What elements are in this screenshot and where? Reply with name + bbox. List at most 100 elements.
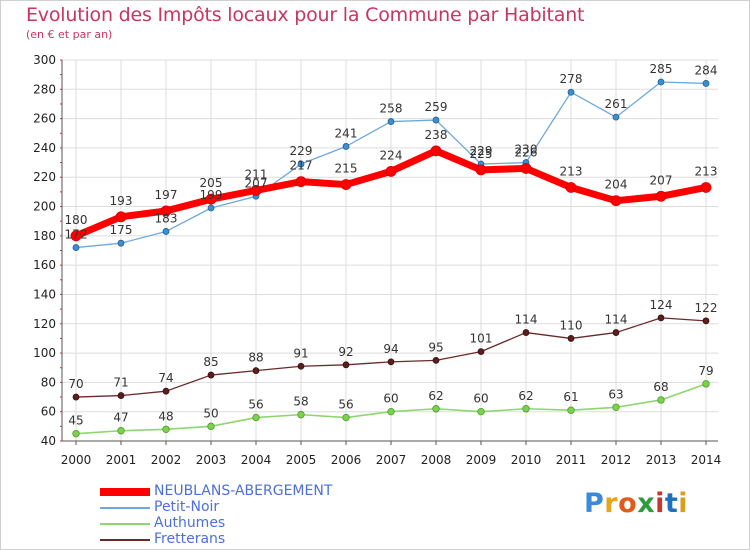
data-label-authumes: 68: [653, 380, 668, 394]
data-label-fretterans: 92: [338, 345, 353, 359]
data-label-authumes: 63: [608, 387, 623, 401]
x-tick-label: 2001: [106, 453, 137, 467]
point-neublans: [700, 182, 712, 193]
data-label-fretterans: 101: [470, 332, 493, 346]
point-authumes: [252, 413, 260, 422]
data-label-authumes: 60: [383, 392, 398, 406]
point-petit-noir: [432, 116, 440, 124]
x-tick-label: 2011: [556, 453, 587, 467]
y-tick-label: 80: [41, 375, 56, 389]
data-label-neublans: 217: [290, 159, 313, 173]
point-neublans: [520, 163, 532, 174]
data-label-authumes: 56: [338, 398, 353, 412]
point-fretterans: [657, 314, 665, 322]
point-fretterans: [117, 392, 125, 399]
y-tick-label: 180: [33, 229, 56, 243]
data-label-authumes: 58: [293, 395, 308, 409]
x-tick-label: 2006: [331, 453, 362, 467]
legend-swatch-authumes: [100, 523, 150, 525]
y-tick-label: 200: [33, 200, 56, 214]
data-label-neublans: 213: [560, 164, 583, 178]
x-tick-label: 2005: [286, 453, 317, 467]
x-tick-label: 2014: [691, 453, 722, 467]
point-fretterans: [342, 361, 350, 369]
data-label-authumes: 50: [203, 406, 218, 420]
point-fretterans: [162, 387, 170, 395]
point-fretterans: [252, 367, 260, 375]
legend-label-fretterans: Fretterans: [154, 531, 226, 547]
point-fretterans: [567, 335, 575, 342]
point-neublans: [340, 179, 352, 190]
data-label-neublans: 225: [470, 147, 493, 161]
data-label-petit-noir: 284: [695, 63, 718, 77]
point-petit-noir: [387, 118, 395, 125]
data-label-fretterans: 88: [248, 351, 263, 365]
data-label-fretterans: 122: [695, 301, 718, 315]
legend-swatch-petit-noir: [100, 507, 150, 509]
point-authumes: [207, 422, 215, 431]
chart-title: Evolution des Impôts locaux pour la Comm…: [26, 4, 585, 26]
point-authumes: [522, 405, 530, 413]
y-tick-label: 60: [41, 405, 56, 419]
point-petit-noir: [72, 244, 80, 251]
x-tick-label: 2009: [466, 453, 497, 467]
legend-label-neublans: NEUBLANS-ABERGEMENT: [154, 483, 333, 499]
data-label-neublans: 205: [200, 176, 223, 190]
point-authumes: [297, 410, 305, 419]
data-label-neublans: 197: [155, 188, 178, 202]
point-neublans: [250, 185, 262, 196]
point-petit-noir: [162, 228, 170, 235]
data-label-authumes: 79: [698, 364, 713, 378]
point-petit-noir: [702, 80, 710, 87]
data-label-petit-noir: 199: [200, 188, 223, 202]
x-tick-label: 2002: [151, 453, 182, 467]
point-fretterans: [612, 329, 620, 336]
logo-letter: P: [584, 488, 605, 519]
data-label-neublans: 213: [695, 164, 718, 178]
data-label-authumes: 47: [113, 411, 128, 425]
point-authumes: [117, 427, 125, 435]
data-label-petit-noir: 172: [65, 228, 88, 242]
y-tick-label: 240: [33, 141, 56, 155]
point-fretterans: [477, 348, 485, 356]
point-neublans: [115, 211, 127, 223]
point-authumes: [477, 407, 485, 416]
y-tick-label: 140: [33, 287, 56, 301]
x-tick-label: 2012: [601, 453, 632, 467]
point-authumes: [432, 405, 440, 413]
point-authumes: [702, 380, 710, 388]
data-label-petit-noir: 183: [155, 211, 178, 225]
point-neublans: [430, 145, 442, 157]
data-label-fretterans: 70: [68, 377, 83, 391]
legend-label-authumes: Authumes: [154, 515, 226, 531]
y-tick-label: 300: [33, 53, 56, 67]
point-fretterans: [207, 371, 215, 379]
data-label-authumes: 60: [473, 392, 488, 406]
point-neublans: [160, 205, 172, 217]
data-label-fretterans: 110: [560, 318, 583, 332]
data-label-neublans: 180: [65, 213, 88, 227]
legend-swatch-fretterans: [100, 539, 150, 541]
point-authumes: [162, 425, 170, 433]
proxiti-logo: Proxiti: [584, 488, 688, 519]
point-petit-noir: [117, 239, 125, 247]
data-label-petit-noir: 241: [335, 126, 358, 140]
data-label-neublans: 224: [380, 148, 403, 162]
y-tick-label: 120: [33, 317, 56, 331]
data-label-authumes: 48: [158, 409, 173, 423]
y-tick-label: 40: [41, 434, 56, 448]
data-label-neublans: 193: [110, 194, 133, 208]
data-label-authumes: 62: [428, 389, 443, 403]
point-petit-noir: [567, 88, 575, 96]
chart-subtitle: (en € et par an): [26, 28, 113, 41]
point-neublans: [295, 176, 307, 188]
data-label-fretterans: 114: [605, 313, 628, 327]
x-tick-label: 2003: [196, 453, 227, 467]
x-tick-label: 2007: [376, 453, 407, 467]
point-neublans: [655, 190, 667, 202]
point-neublans: [385, 165, 397, 177]
point-fretterans: [297, 362, 305, 370]
data-label-neublans: 207: [650, 173, 673, 187]
point-neublans: [610, 195, 622, 207]
